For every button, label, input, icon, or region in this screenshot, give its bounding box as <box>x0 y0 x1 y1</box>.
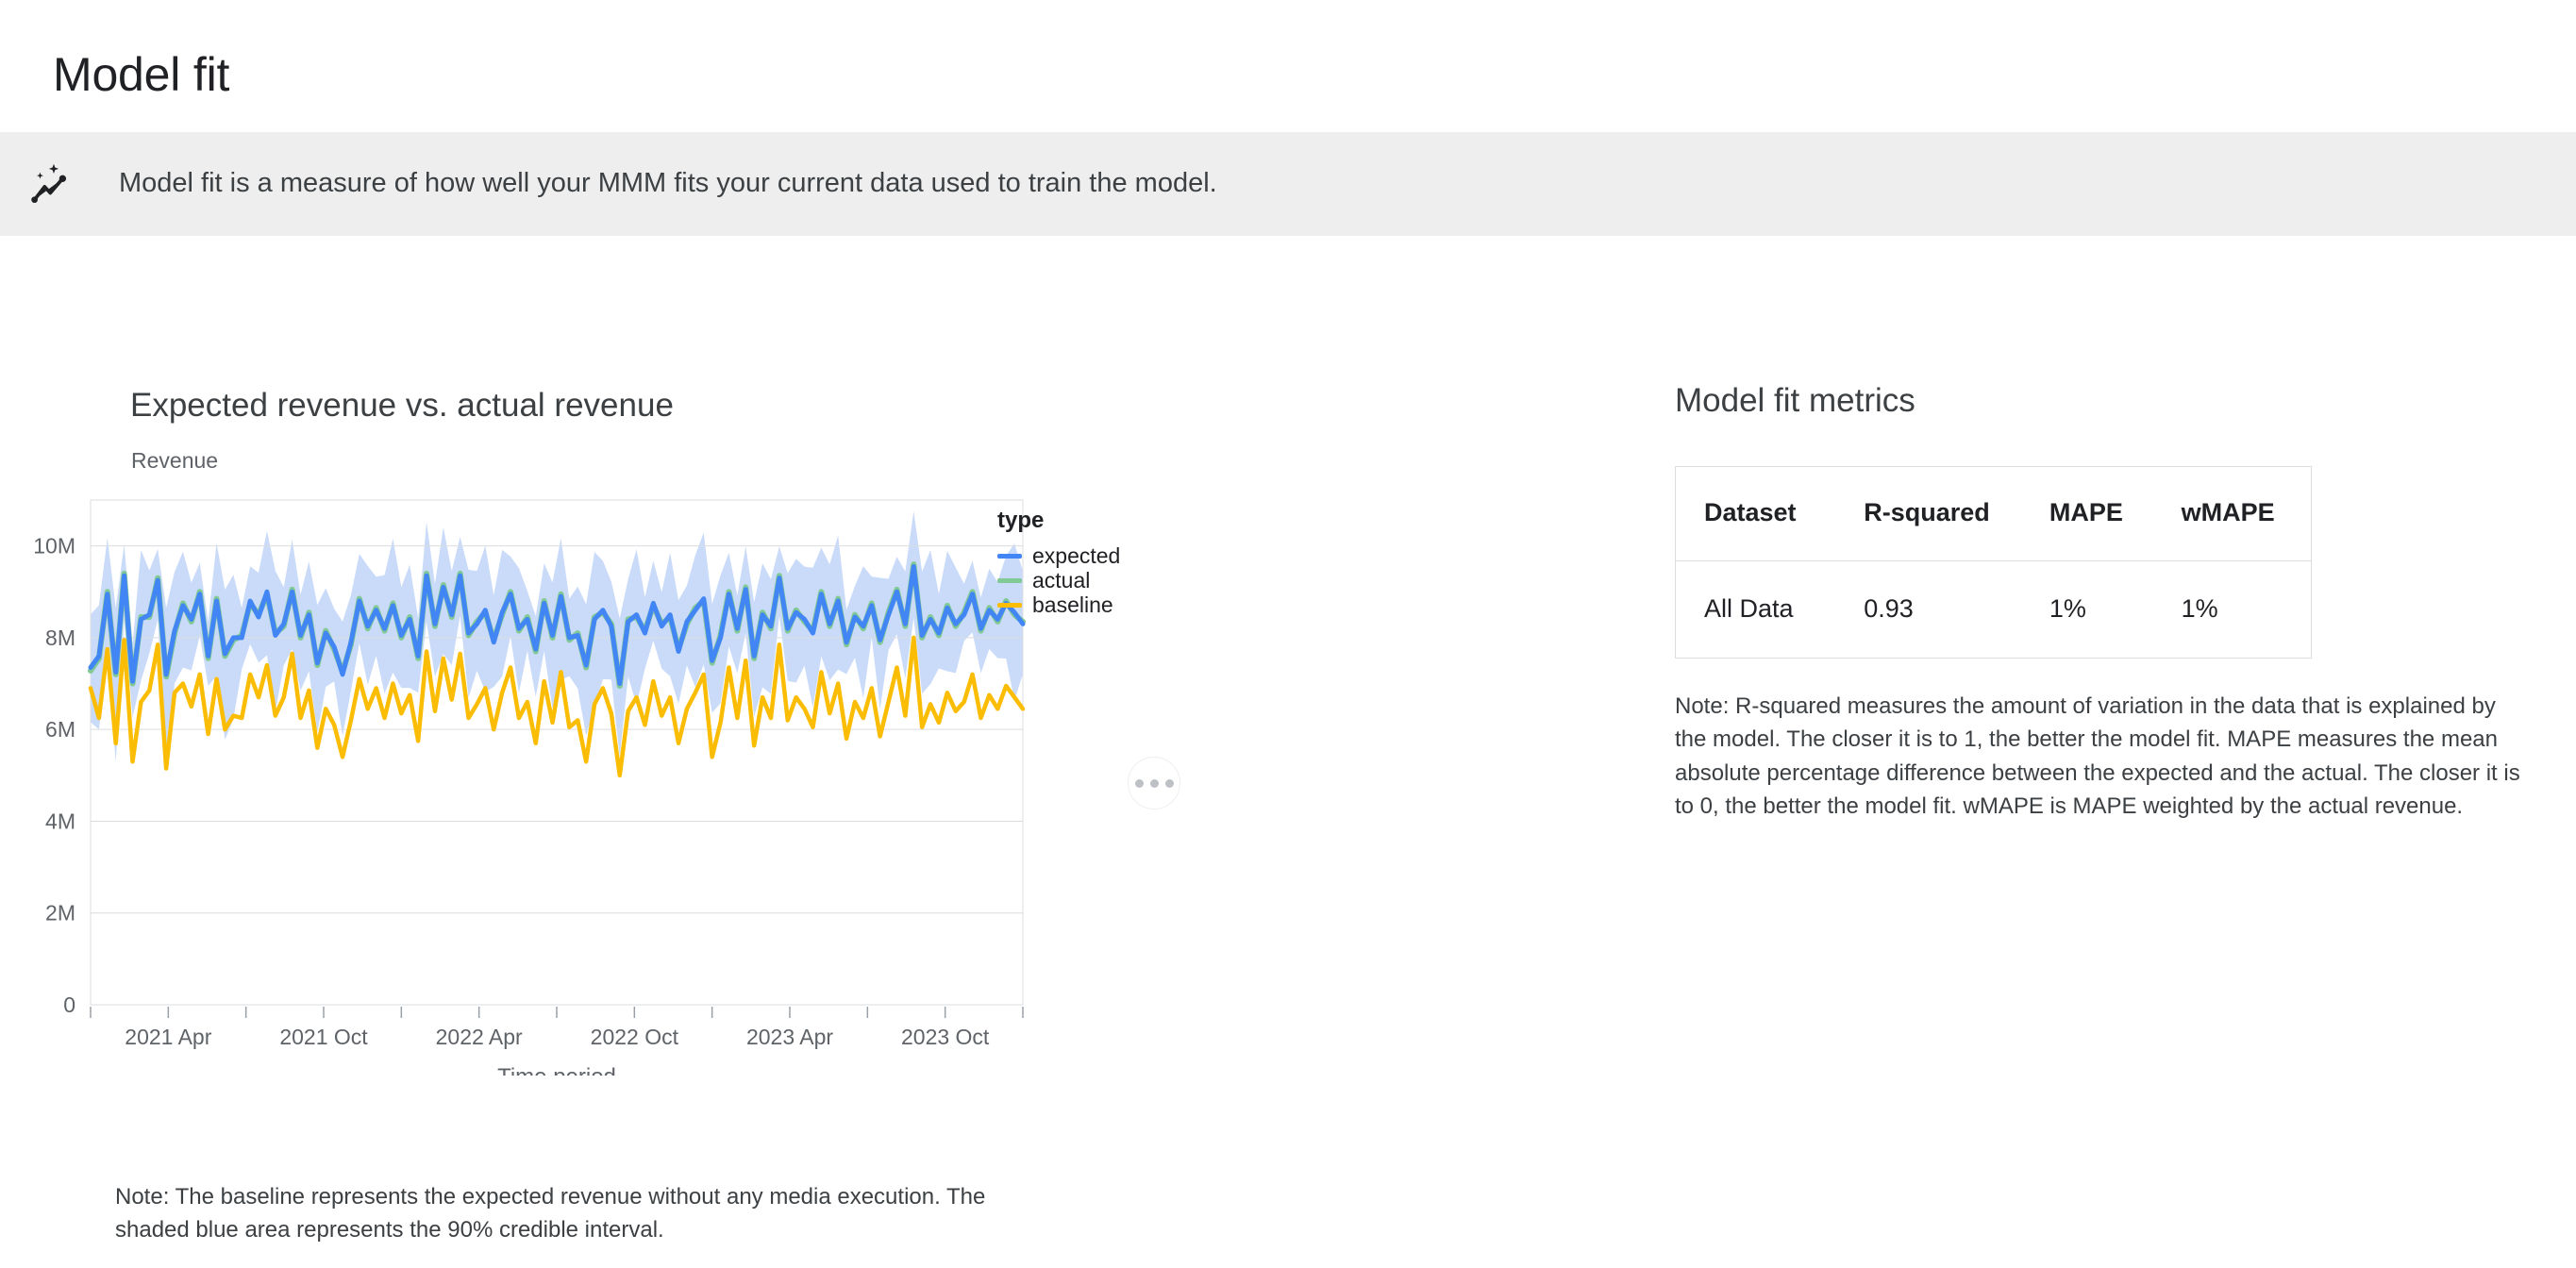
metrics-note: Note: R-squared measures the amount of v… <box>1675 693 2520 819</box>
cell-dataset: All Data <box>1704 594 1794 623</box>
x-axis-tick-label: 2022 Apr <box>436 1025 523 1049</box>
model-fit-metrics-table: Dataset R-squared MAPE wMAPE All Data 0.… <box>1675 466 2312 659</box>
legend-label: baseline <box>1032 592 1113 617</box>
metrics-panel: Model fit metrics Dataset R-squared MAPE… <box>1675 368 2552 823</box>
legend-item-actual[interactable]: actual <box>997 568 1120 592</box>
x-axis-tick-label: 2021 Apr <box>125 1025 211 1049</box>
y-axis-tick-label: 0 <box>63 993 75 1017</box>
y-axis-tick-label: 2M <box>45 901 75 926</box>
column-header-r-squared: R-squared <box>1864 466 2049 561</box>
banner-text: Model fit is a measure of how well your … <box>119 168 1217 199</box>
credible-interval-band <box>91 510 1023 764</box>
page-title: Model fit <box>53 47 230 101</box>
x-axis-tick-label: 2023 Oct <box>901 1025 990 1049</box>
x-axis-tick-label: 2022 Oct <box>591 1025 679 1049</box>
cell-mape: 1% <box>2049 594 2086 623</box>
legend-title: type <box>997 508 1045 533</box>
x-axis-tick-label: 2021 Oct <box>279 1025 368 1049</box>
plot-frame <box>90 499 1024 1006</box>
x-axis-title: Time period <box>497 1064 616 1076</box>
column-header-mape: MAPE <box>2049 466 2182 561</box>
legend-item-baseline[interactable]: baseline <box>997 592 1120 617</box>
dot <box>1134 778 1144 788</box>
column-header-wmape: wMAPE <box>2181 466 2312 561</box>
legend-swatch-baseline <box>997 602 1022 608</box>
legend-swatch-actual <box>997 577 1022 583</box>
chart-subtitle: Revenue <box>131 448 219 473</box>
chart-note: Note: The baseline represents the expect… <box>115 1184 986 1243</box>
more-options-icon[interactable] <box>1128 757 1180 809</box>
metrics-title: Model fit metrics <box>1675 382 1915 419</box>
insights-sparkle-icon <box>23 158 75 210</box>
chart-legend: type expected actual baseline <box>997 508 1120 617</box>
chart-title: Expected revenue vs. actual revenue <box>130 387 674 424</box>
series-line-baseline <box>88 635 1026 778</box>
legend-item-expected[interactable]: expected <box>997 543 1120 568</box>
y-axis-tick-label: 4M <box>45 809 75 833</box>
legend-swatch-expected <box>997 553 1022 559</box>
revenue-line-chart[interactable]: 0 2M 4M 6M 8M 10M 2021 Apr 2021 Oct 2022 Apr 2022… <box>0 491 1038 1076</box>
cell-wmape: 1% <box>2181 594 2218 623</box>
y-axis-tick-label: 8M <box>45 626 75 650</box>
table-row: All Data 0.93 1% 1% <box>1676 561 2312 659</box>
info-banner: Model fit is a measure of how well your … <box>0 132 2576 236</box>
legend-label: actual <box>1032 567 1091 592</box>
cell-r-squared: 0.93 <box>1864 594 1914 623</box>
dot <box>1164 778 1174 788</box>
y-axis-tick-label: 6M <box>45 717 75 742</box>
legend-label: expected <box>1032 542 1121 568</box>
table-header-row: Dataset R-squared MAPE wMAPE <box>1675 466 2312 561</box>
dot <box>1149 778 1159 788</box>
y-axis-tick-label: 10M <box>33 534 75 559</box>
series-line-expected <box>88 564 1026 687</box>
column-header-dataset: Dataset <box>1675 466 1865 561</box>
x-axis-tick-label: 2023 Apr <box>746 1025 833 1049</box>
